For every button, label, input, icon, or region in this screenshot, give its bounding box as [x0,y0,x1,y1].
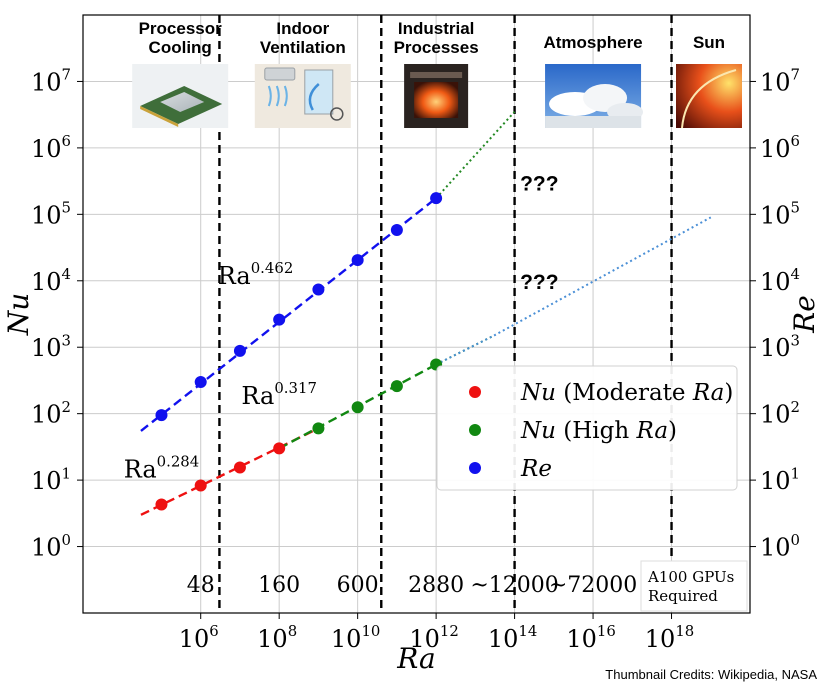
x-tick-label: 1018 [645,622,694,653]
data-point [390,224,403,237]
y-tick-label-right: 101 [760,464,800,495]
legend-label: Re [520,456,552,482]
data-point [312,283,325,296]
data-point [351,254,364,267]
region-name: Cooling [149,38,212,57]
x-tick-label: 1014 [488,622,537,653]
furnace-thumbnail [404,64,469,128]
clouds-thumbnail [545,64,644,128]
ventilation-thumbnail [254,64,351,128]
x-tick-label: 106 [179,622,219,653]
x-tick-label: 1010 [331,622,380,653]
y-tick-label-left: 102 [31,398,71,429]
region-name: Processes [394,38,479,57]
legend-marker [469,386,481,398]
gpu-note: Required [648,587,718,605]
cpu-thumbnail [132,64,229,128]
y-tick-label-right: 106 [760,132,800,163]
fit-exponent-label: Ra0.284 [124,453,200,484]
data-point [233,461,246,474]
gpu-note-box [640,560,748,612]
gpu-count: 160 [258,573,300,598]
annotations: Ra0.284 Ra0.317 Ra0.462 48 160 600 2880 ~12000~… [124,173,748,612]
legend-marker [469,462,481,474]
y-axis-label-left: Nu [2,293,35,337]
data-point [273,313,286,326]
unknown-mark: ??? [520,173,558,196]
data-point [312,422,325,435]
gpu-note: A100 GPUs [647,568,734,586]
fit-line [493,216,712,337]
y-tick-label-left: 107 [31,66,71,97]
data-point [273,442,286,455]
x-axis-label: Ra [396,642,435,675]
data-point [430,192,443,205]
fit-line [140,197,437,432]
unknown-mark: ??? [520,271,558,294]
data-point [194,375,207,388]
y-axis-label-right: Re [788,295,821,334]
data-point [155,409,168,422]
axes: 106 108 1010 1012 1014 1016 1018 100 100 101 101 10… [2,66,821,675]
gpu-count: 48 [187,573,215,598]
legend: Nu (Moderate Ra) Nu (High Ra) Re [436,365,738,491]
y-tick-label-right: 103 [760,331,800,362]
sun-thumbnail [676,64,742,129]
data-point [233,344,246,357]
y-tick-label-left: 100 [31,531,71,562]
y-tick-label-right: 100 [760,531,800,562]
data-point [155,498,168,511]
thumbnail-credits: Thumbnail Credits: Wikipedia, NASA [605,667,817,682]
data-point [194,479,207,492]
legend-box [436,365,738,491]
legend-label: Nu (Moderate Ra) [520,380,733,406]
regime-separators [218,15,673,613]
y-tick-label-right: 102 [760,398,800,429]
x-tick-label: 1016 [566,622,615,653]
y-tick-label-left: 106 [31,132,71,163]
region-name: Indoor [276,19,329,38]
gpu-count: 2880 [408,573,464,598]
y-tick-label-left: 105 [31,199,71,230]
y-tick-label-left: 101 [31,464,71,495]
y-tick-label-right: 105 [760,199,800,230]
y-tick-label-right: 104 [760,265,800,296]
region-name: Sun [693,33,725,52]
y-tick-label-left: 104 [31,265,71,296]
data-point [390,380,403,393]
y-tick-label-left: 103 [31,331,71,362]
fit-exponent-label: Ra0.462 [218,259,294,290]
x-tick-label: 108 [257,622,297,653]
gpu-count: 600 [337,573,379,598]
y-tick-label-right: 107 [760,66,800,97]
gpu-count: ~12000 [470,573,558,598]
x-tick-label: 1012 [409,622,458,653]
region-name: Ventilation [260,38,346,57]
data-point [351,401,364,414]
legend-label: Nu (High Ra) [520,418,677,444]
region-name: Industrial [398,19,475,38]
fit-line [435,334,495,366]
region-name: Processor [139,19,223,38]
fit-line [140,427,319,516]
gpu-count: ~72000 [549,573,637,598]
fit-exponent-label: Ra0.317 [241,379,317,410]
plot-frame [82,14,751,614]
region-name: Atmosphere [543,33,642,52]
legend-marker [469,424,481,436]
